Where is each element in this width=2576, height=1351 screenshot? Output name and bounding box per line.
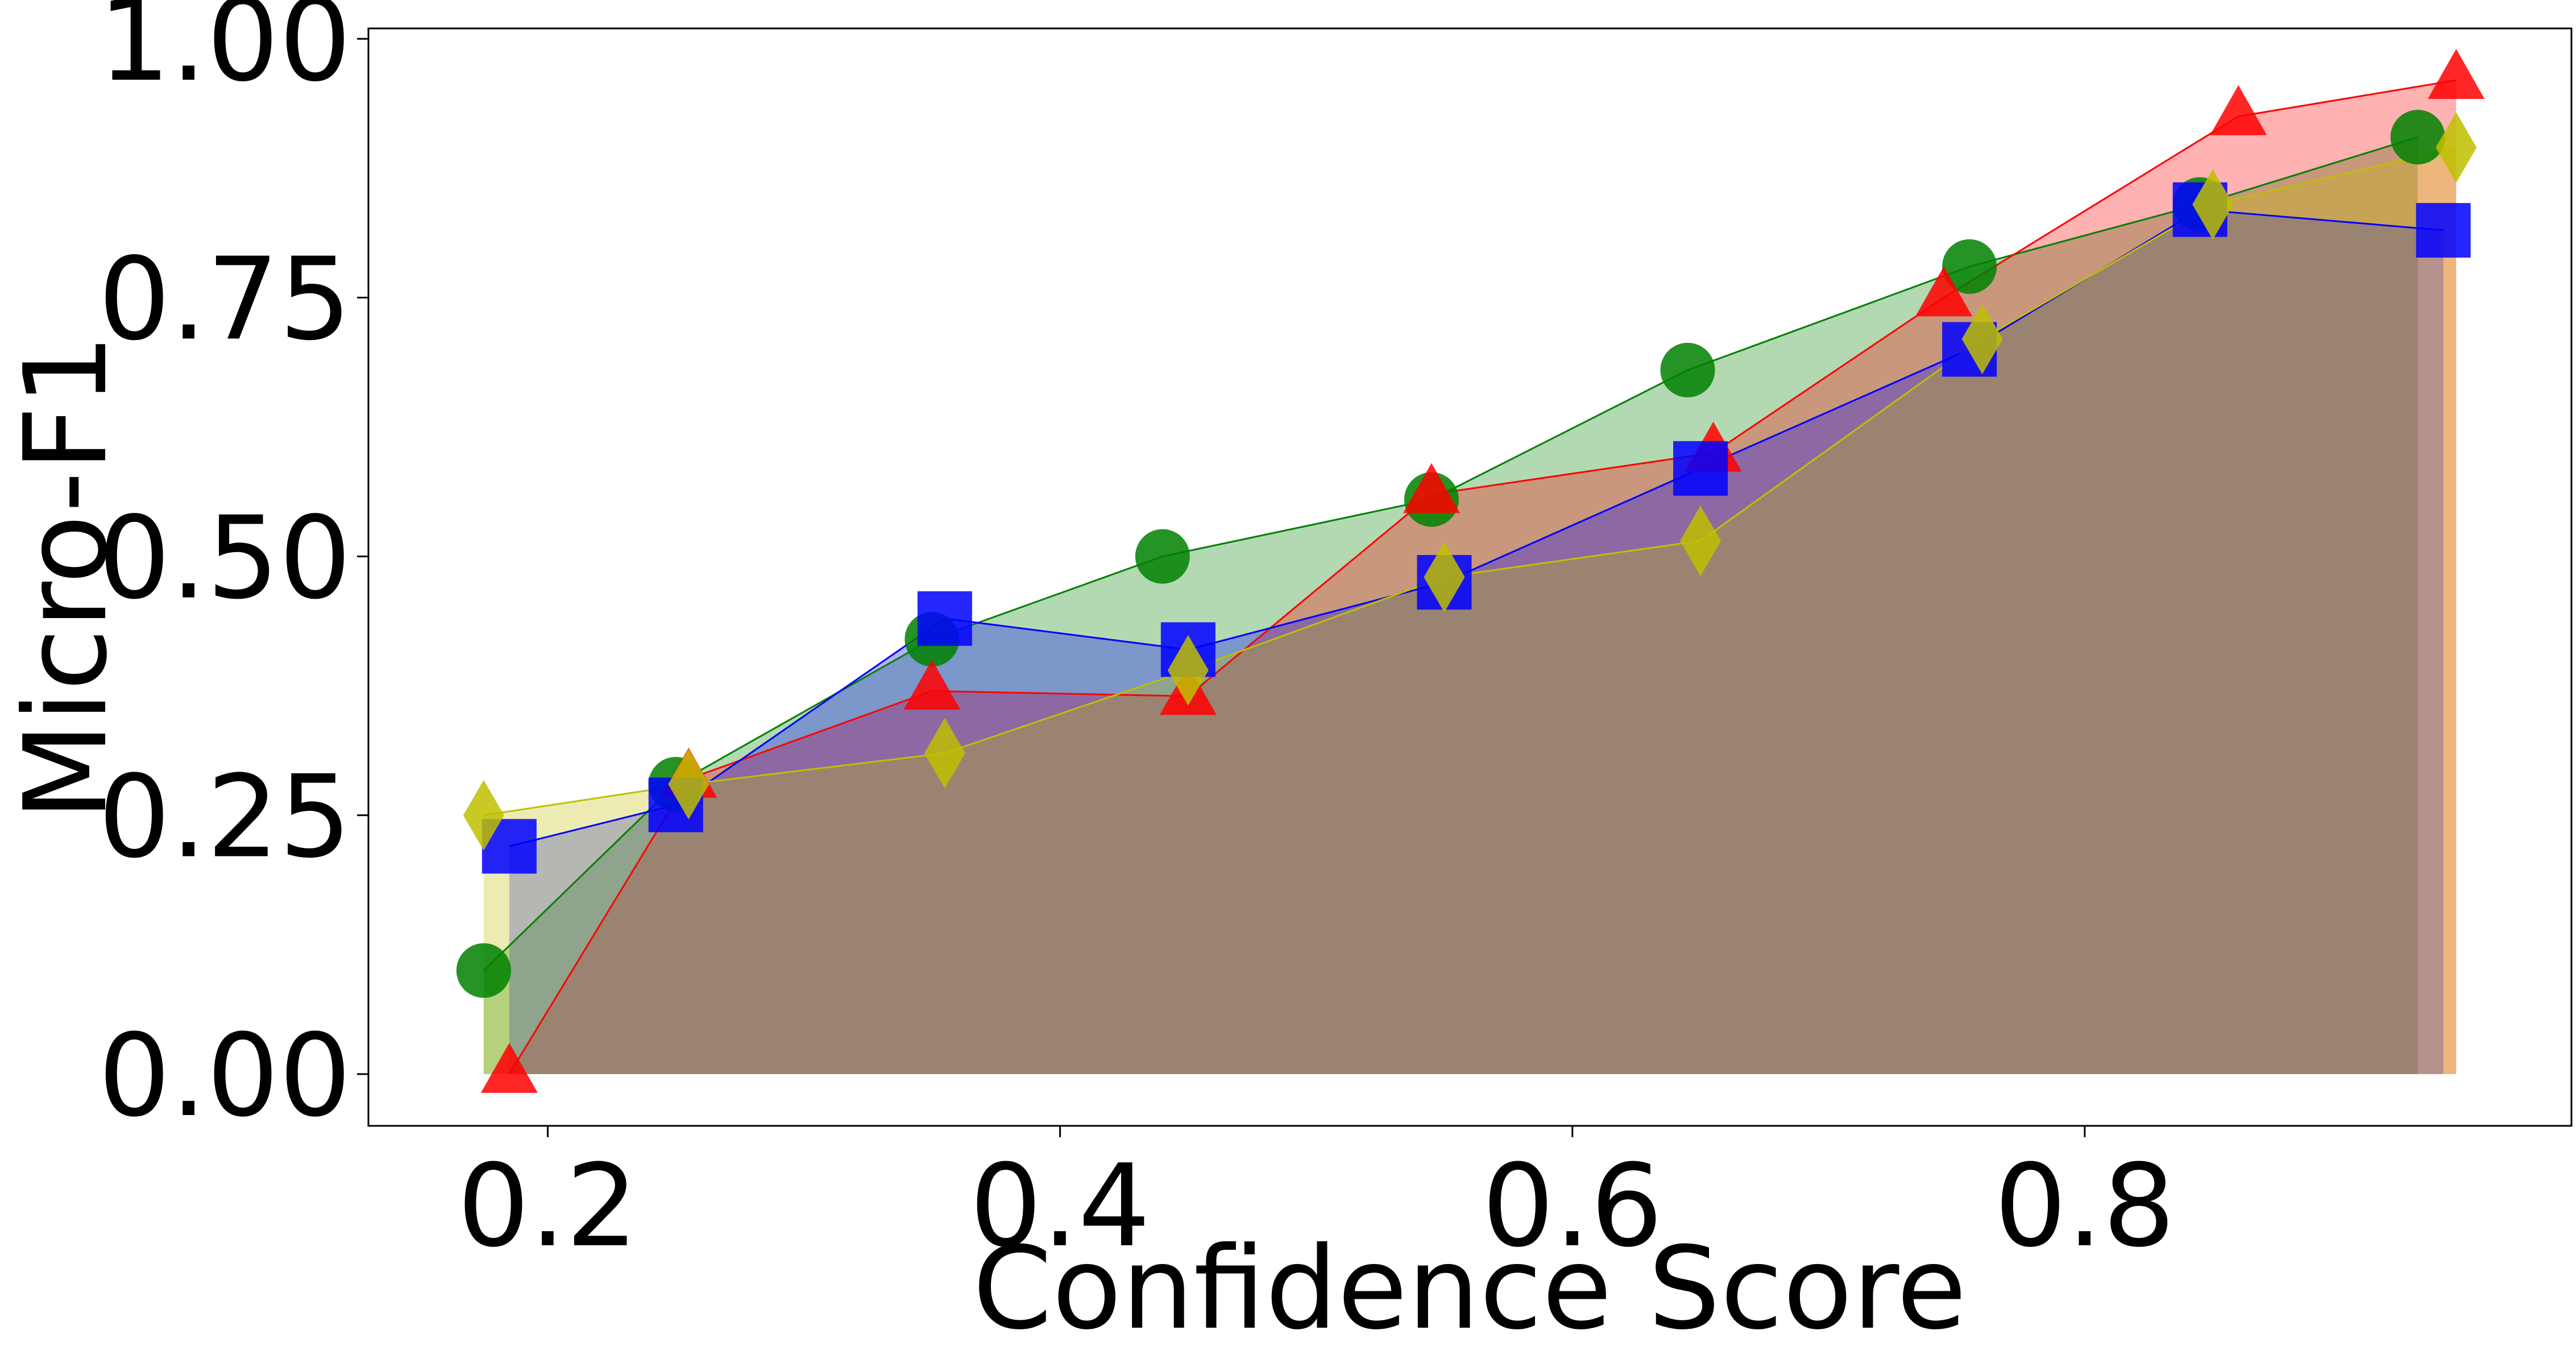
series-3-point-6 [1961, 304, 2003, 375]
series-1-point-4 [1403, 463, 1460, 513]
series-0-point-3 [1135, 529, 1190, 584]
series-0-point-8 [2390, 110, 2445, 165]
series-3-point-5 [1680, 505, 1722, 577]
x-tick-label-1: 0.4 [970, 1140, 1151, 1273]
series-3-point-1 [668, 749, 710, 820]
y-tick-label-4: 1.00 [98, 0, 351, 107]
series-3-fill [483, 147, 2457, 1074]
y-axis-title: Micro-F1 [0, 334, 132, 820]
series-1-point-8 [2428, 49, 2485, 100]
series-2-fill [509, 209, 2444, 1074]
series-2-point-5 [1673, 441, 1728, 496]
series-markers [456, 49, 2485, 1093]
y-axis-ticks: 0.00 0.25 0.50 0.75 1.00 [98, 0, 368, 1142]
series-3-point-2 [924, 718, 965, 789]
y-tick-label-2: 0.50 [98, 492, 351, 625]
series-0-point-0 [456, 943, 511, 998]
series-3-point-4 [1424, 542, 1465, 612]
x-tick-label-3: 0.8 [1994, 1140, 2175, 1273]
x-axis-title: Confidence Score [973, 1222, 1967, 1351]
x-tick-label-0: 0.2 [457, 1140, 638, 1273]
x-tick-label-2: 0.6 [1482, 1140, 1663, 1273]
series-3-point-3 [1167, 635, 1209, 706]
plot-frame [367, 27, 2573, 1127]
x-axis-ticks: 0.2 0.4 0.6 0.8 [457, 1126, 2175, 1273]
y-tick-label-0: 0.00 [98, 1010, 351, 1142]
series-1-point-0 [480, 1042, 538, 1093]
y-tick-label-3: 0.75 [98, 233, 351, 366]
series-0-point-5 [1660, 342, 1715, 397]
series-2-point-2 [917, 591, 972, 646]
series-3-point-7 [2192, 169, 2234, 240]
y-tick-label-1: 0.25 [98, 751, 351, 884]
series-3-point-0 [463, 780, 504, 851]
series-1-point-2 [903, 660, 961, 710]
series-1-point-7 [2210, 85, 2267, 135]
series-1-point-6 [1915, 266, 1973, 317]
series-2-point-8 [2416, 203, 2471, 258]
series-3-point-8 [2436, 112, 2477, 183]
series-0-point-6 [1942, 239, 1997, 294]
